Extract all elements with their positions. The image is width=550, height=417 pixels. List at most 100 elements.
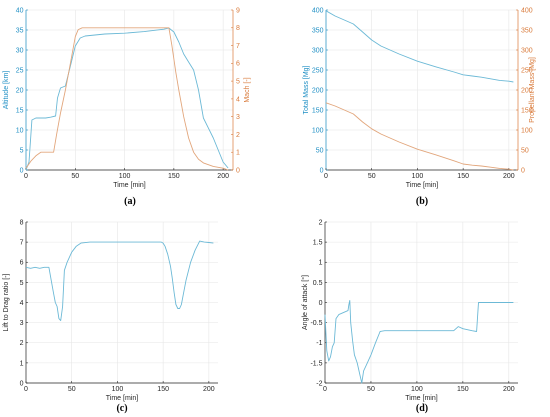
y-right-tick-label: 3 xyxy=(236,114,240,121)
panel-caption: (d) xyxy=(416,403,428,414)
x-tick-label: 200 xyxy=(203,386,215,393)
x-tick-label: 0 xyxy=(24,386,28,393)
y-tick-label: 0.5 xyxy=(313,280,323,287)
x-tick-label: 100 xyxy=(411,386,423,393)
x-tick-label: 100 xyxy=(112,386,124,393)
y-tick-label: 200 xyxy=(312,87,324,94)
x-tick-label: 100 xyxy=(119,173,131,180)
y-right-tick-label: 400 xyxy=(521,7,533,14)
y-tick-label: 35 xyxy=(16,27,24,34)
y-tick-label: 30 xyxy=(16,47,24,54)
x-tick-label: 50 xyxy=(368,173,376,180)
y-tick-label: -1 xyxy=(316,340,322,347)
x-tick-label: 200 xyxy=(503,386,515,393)
x-tick-label: 50 xyxy=(71,173,79,180)
y-tick-label: 50 xyxy=(316,147,324,154)
y-tick-label: 150 xyxy=(312,107,324,114)
panel-caption: (b) xyxy=(416,196,428,207)
y-tick-label: 20 xyxy=(16,87,24,94)
x-tick-label: 200 xyxy=(503,173,515,180)
y-tick-label: 300 xyxy=(312,47,324,54)
chart-panel-c: 0 50 100 150 200 0 1 2 3 4 5 6 7 8 Time [min] Lift to D… xyxy=(3,219,218,414)
panel-caption: (c) xyxy=(116,403,127,414)
y-right-tick-label: 250 xyxy=(521,67,533,74)
y-right-tick-label: 0 xyxy=(236,167,240,174)
x-tick-label: 0 xyxy=(24,173,28,180)
chart-panel-b: 0 50 100 150 200 0 50 100 150 200 250 300 350 400 0 50 1… xyxy=(303,7,536,207)
y-tick-label: 40 xyxy=(16,7,24,14)
y-tick-label: 8 xyxy=(20,219,24,226)
y-tick-label: 350 xyxy=(312,27,324,34)
y-tick-label: 25 xyxy=(16,67,24,74)
x-axis-label: Time [min] xyxy=(106,395,138,402)
y-tick-label: 0 xyxy=(20,167,24,174)
x-tick-label: 0 xyxy=(323,386,327,393)
panel-caption: (a) xyxy=(124,196,136,207)
y-tick-label: 0 xyxy=(319,300,323,307)
y-right-tick-label: 8 xyxy=(236,25,240,32)
y-tick-label: 6 xyxy=(20,260,24,267)
series-line-main xyxy=(324,300,514,384)
y-right-tick-label: 1 xyxy=(236,150,240,157)
y-right-tick-label: 200 xyxy=(521,87,533,94)
y-tick-label: 4 xyxy=(20,300,24,307)
y-axis-label: Lift to Drag ratio [-] xyxy=(3,273,10,331)
y-tick-label: -0.5 xyxy=(310,320,322,327)
y-right-tick-label: 50 xyxy=(521,147,529,154)
x-tick-label: 50 xyxy=(68,386,76,393)
chart-panel-a: 0 50 100 150 200 0 5 10 15 20 25 30 35 40 0 1 2 3 4 5 6 7 8 9 Ti… xyxy=(3,7,251,207)
y-tick-label: 10 xyxy=(16,127,24,134)
y-right-axis-label: Propellant Mass [Mg] xyxy=(529,57,536,123)
series-line-right xyxy=(325,102,514,171)
y-axis-label: Altitude [km] xyxy=(3,71,10,110)
x-axis-label: Time [min] xyxy=(405,395,437,402)
y-tick-label: 100 xyxy=(312,127,324,134)
series-line-main xyxy=(25,240,214,322)
y-right-tick-label: 100 xyxy=(521,127,533,134)
y-right-tick-label: 0 xyxy=(521,167,525,174)
y-tick-label: 5 xyxy=(20,280,24,287)
y-tick-label: 1 xyxy=(319,260,323,267)
y-tick-label: 3 xyxy=(20,320,24,327)
x-tick-label: 150 xyxy=(457,173,469,180)
series-line-left xyxy=(325,10,514,83)
y-tick-label: 400 xyxy=(312,7,324,14)
y-right-axis-label: Mach [-] xyxy=(244,77,251,102)
y-tick-label: 2 xyxy=(20,340,24,347)
y-right-tick-label: 150 xyxy=(521,107,533,114)
y-axis-label: Angle of attack [°] xyxy=(301,275,309,330)
y-tick-label: -2 xyxy=(316,380,322,387)
x-tick-label: 150 xyxy=(457,386,469,393)
y-tick-label: 1.5 xyxy=(313,240,323,247)
x-tick-label: 50 xyxy=(367,386,375,393)
y-right-tick-label: 6 xyxy=(236,61,240,68)
x-tick-label: 150 xyxy=(168,173,180,180)
y-right-tick-label: 5 xyxy=(236,79,240,86)
y-right-tick-label: 4 xyxy=(236,96,240,103)
x-tick-label: 0 xyxy=(324,173,328,180)
y-tick-label: 7 xyxy=(20,240,24,247)
y-right-tick-label: 300 xyxy=(521,47,533,54)
x-tick-label: 200 xyxy=(217,173,229,180)
series-line-left xyxy=(25,27,229,171)
y-right-tick-label: 2 xyxy=(236,132,240,139)
y-tick-label: 0 xyxy=(320,167,324,174)
y-tick-label: 250 xyxy=(312,67,324,74)
y-tick-label: 2 xyxy=(319,219,323,226)
x-tick-label: 100 xyxy=(412,173,424,180)
x-axis-label: Time [min] xyxy=(113,182,145,189)
x-axis-label: Time [min] xyxy=(406,182,438,189)
y-right-tick-label: 7 xyxy=(236,43,240,50)
y-tick-label: 1 xyxy=(20,360,24,367)
y-right-tick-label: 350 xyxy=(521,27,533,34)
chart-panel-d: 0 50 100 150 200 -2 -1.5 -1 -0.5 0 0.5 1 1.5 2 Time [m… xyxy=(301,219,518,414)
y-tick-label: 0 xyxy=(20,380,24,387)
y-tick-label: 15 xyxy=(16,107,24,114)
y-tick-label: -1.5 xyxy=(310,360,322,367)
y-tick-label: 5 xyxy=(20,147,24,154)
series-line-right xyxy=(25,27,229,171)
y-right-tick-label: 9 xyxy=(236,7,240,14)
y-axis-label: Total Mass [Mg] xyxy=(303,65,310,114)
x-tick-label: 150 xyxy=(157,386,169,393)
